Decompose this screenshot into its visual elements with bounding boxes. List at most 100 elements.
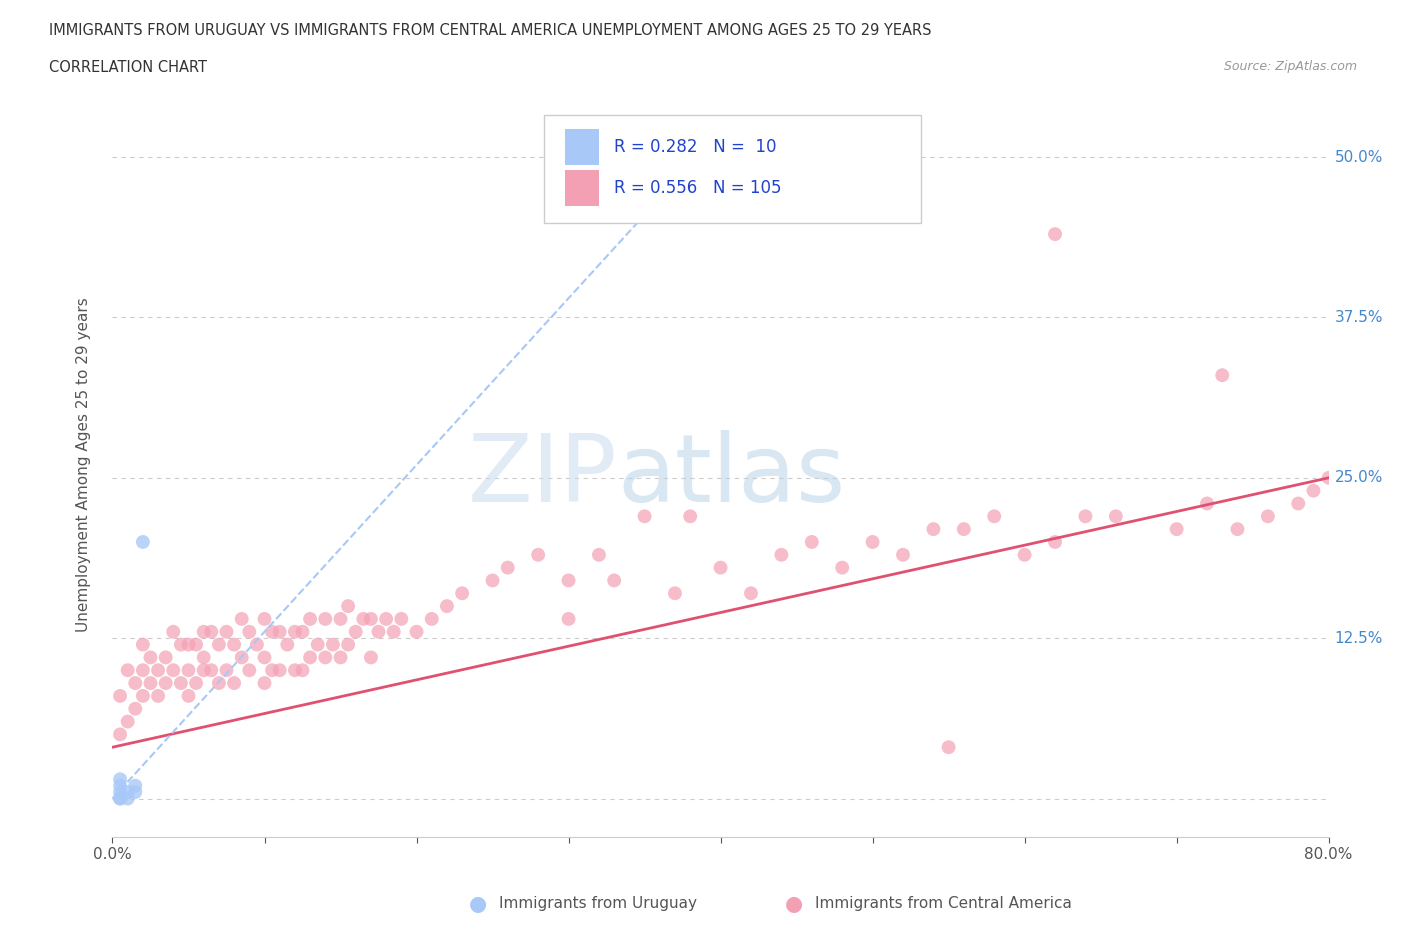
Point bbox=[117, 663, 139, 678]
Point bbox=[117, 785, 139, 800]
Text: ZIP: ZIP bbox=[468, 431, 617, 522]
Point bbox=[1302, 484, 1324, 498]
Point bbox=[451, 586, 474, 601]
Point bbox=[1211, 367, 1233, 382]
Point bbox=[238, 624, 260, 639]
FancyBboxPatch shape bbox=[544, 115, 921, 223]
Point bbox=[117, 714, 139, 729]
Y-axis label: Unemployment Among Ages 25 to 29 years: Unemployment Among Ages 25 to 29 years bbox=[76, 298, 91, 632]
Point bbox=[139, 675, 162, 690]
Text: 37.5%: 37.5% bbox=[1334, 310, 1384, 325]
Point bbox=[314, 650, 336, 665]
Point bbox=[200, 624, 222, 639]
Point bbox=[322, 637, 344, 652]
Text: ●: ● bbox=[470, 894, 486, 914]
Point bbox=[1195, 496, 1218, 511]
Point bbox=[862, 535, 884, 550]
Point bbox=[527, 548, 550, 563]
Point bbox=[1043, 227, 1066, 242]
Point bbox=[337, 599, 360, 614]
Point bbox=[557, 612, 579, 627]
Point bbox=[208, 637, 231, 652]
Point bbox=[200, 663, 222, 678]
Point bbox=[139, 650, 162, 665]
Point bbox=[983, 509, 1005, 524]
Point bbox=[117, 791, 139, 806]
Point bbox=[184, 675, 207, 690]
Point bbox=[276, 637, 298, 652]
Point bbox=[231, 612, 253, 627]
Point bbox=[238, 663, 260, 678]
Point bbox=[108, 772, 131, 787]
Point bbox=[124, 778, 146, 793]
Point bbox=[740, 586, 762, 601]
Point bbox=[253, 612, 276, 627]
Point bbox=[815, 150, 838, 165]
Point bbox=[162, 663, 184, 678]
Point bbox=[299, 650, 322, 665]
Point bbox=[1166, 522, 1188, 537]
Point bbox=[177, 688, 200, 703]
Point bbox=[360, 612, 382, 627]
Point bbox=[389, 612, 412, 627]
Point bbox=[307, 637, 329, 652]
Text: ●: ● bbox=[786, 894, 803, 914]
Point bbox=[481, 573, 503, 588]
Point bbox=[1317, 471, 1340, 485]
Text: 12.5%: 12.5% bbox=[1334, 631, 1384, 645]
Text: 25.0%: 25.0% bbox=[1334, 471, 1384, 485]
Text: R = 0.282   N =  10: R = 0.282 N = 10 bbox=[613, 139, 776, 156]
Point bbox=[367, 624, 389, 639]
Point bbox=[215, 624, 238, 639]
Point bbox=[329, 612, 352, 627]
Point bbox=[891, 548, 914, 563]
Point bbox=[108, 791, 131, 806]
Point bbox=[170, 675, 193, 690]
Point bbox=[132, 663, 155, 678]
Text: Source: ZipAtlas.com: Source: ZipAtlas.com bbox=[1223, 60, 1357, 73]
Point bbox=[557, 573, 579, 588]
Point bbox=[246, 637, 269, 652]
Text: IMMIGRANTS FROM URUGUAY VS IMMIGRANTS FROM CENTRAL AMERICA UNEMPLOYMENT AMONG AG: IMMIGRANTS FROM URUGUAY VS IMMIGRANTS FR… bbox=[49, 23, 932, 38]
Point bbox=[284, 663, 307, 678]
Text: Immigrants from Central America: Immigrants from Central America bbox=[815, 897, 1073, 911]
Point bbox=[146, 663, 169, 678]
Point bbox=[496, 560, 519, 575]
Point bbox=[1014, 548, 1036, 563]
Point bbox=[1105, 509, 1128, 524]
Point bbox=[352, 612, 374, 627]
Point bbox=[208, 675, 231, 690]
Point bbox=[184, 637, 207, 652]
Point bbox=[299, 612, 322, 627]
Point bbox=[420, 612, 443, 627]
Point bbox=[222, 675, 246, 690]
Text: R = 0.556   N = 105: R = 0.556 N = 105 bbox=[613, 179, 782, 197]
Point bbox=[664, 586, 686, 601]
Point bbox=[269, 624, 291, 639]
Point bbox=[633, 509, 655, 524]
Point bbox=[132, 688, 155, 703]
Point bbox=[1074, 509, 1097, 524]
Text: 50.0%: 50.0% bbox=[1334, 150, 1384, 165]
Point bbox=[215, 663, 238, 678]
Point bbox=[155, 650, 177, 665]
Point bbox=[360, 650, 382, 665]
Point bbox=[679, 509, 702, 524]
Point bbox=[253, 675, 276, 690]
Point bbox=[1226, 522, 1249, 537]
FancyBboxPatch shape bbox=[565, 170, 599, 206]
Point bbox=[193, 650, 215, 665]
Point bbox=[231, 650, 253, 665]
Point bbox=[170, 637, 193, 652]
Point bbox=[922, 522, 945, 537]
Text: CORRELATION CHART: CORRELATION CHART bbox=[49, 60, 207, 75]
Point bbox=[108, 688, 131, 703]
Point bbox=[262, 663, 284, 678]
Point bbox=[108, 791, 131, 806]
Point bbox=[800, 535, 823, 550]
Point bbox=[132, 535, 155, 550]
Point bbox=[193, 624, 215, 639]
Point bbox=[603, 573, 626, 588]
Point bbox=[938, 739, 960, 754]
Point bbox=[262, 624, 284, 639]
